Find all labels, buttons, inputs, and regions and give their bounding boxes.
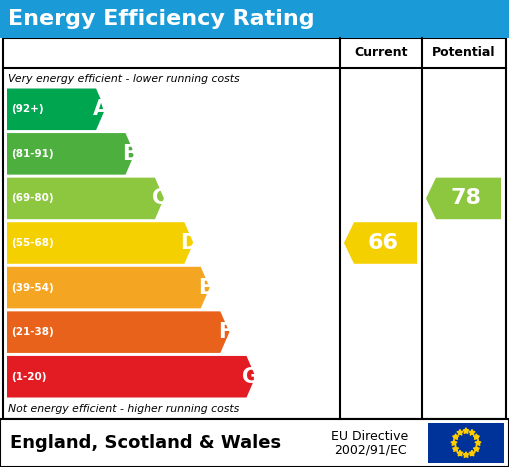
- Text: C: C: [152, 188, 167, 208]
- Polygon shape: [463, 452, 469, 458]
- Text: Potential: Potential: [432, 47, 496, 59]
- Text: England, Scotland & Wales: England, Scotland & Wales: [10, 434, 281, 452]
- Polygon shape: [7, 356, 256, 397]
- Bar: [3, 38, 506, 419]
- Polygon shape: [463, 428, 469, 433]
- Text: Very energy efficient - lower running costs: Very energy efficient - lower running co…: [8, 74, 240, 84]
- Text: (39-54): (39-54): [11, 283, 54, 292]
- Polygon shape: [344, 222, 417, 264]
- Bar: [0, 0, 509, 38]
- Text: (55-68): (55-68): [11, 238, 54, 248]
- Text: Not energy efficient - higher running costs: Not energy efficient - higher running co…: [8, 404, 239, 414]
- Text: B: B: [122, 144, 138, 164]
- Text: EU Directive: EU Directive: [331, 430, 409, 443]
- Text: 2002/91/EC: 2002/91/EC: [334, 444, 406, 457]
- Polygon shape: [453, 446, 459, 452]
- Bar: [428, 423, 504, 463]
- Polygon shape: [426, 177, 501, 219]
- Polygon shape: [475, 440, 481, 446]
- Text: (21-38): (21-38): [11, 327, 54, 337]
- Text: (69-80): (69-80): [11, 193, 53, 204]
- Polygon shape: [469, 450, 475, 456]
- Text: Current: Current: [354, 47, 408, 59]
- Text: G: G: [242, 367, 260, 387]
- Polygon shape: [7, 267, 210, 308]
- Polygon shape: [7, 133, 134, 175]
- Polygon shape: [7, 89, 105, 130]
- Text: Energy Efficiency Rating: Energy Efficiency Rating: [8, 9, 315, 29]
- Text: (92+): (92+): [11, 104, 44, 114]
- Polygon shape: [453, 434, 459, 439]
- Polygon shape: [473, 446, 479, 452]
- Text: (81-91): (81-91): [11, 149, 53, 159]
- Polygon shape: [457, 450, 463, 456]
- Polygon shape: [451, 440, 457, 446]
- Polygon shape: [473, 434, 479, 439]
- Polygon shape: [7, 222, 193, 264]
- Polygon shape: [469, 430, 475, 435]
- Text: A: A: [93, 99, 108, 119]
- Text: F: F: [218, 322, 232, 342]
- Text: E: E: [198, 277, 212, 297]
- Bar: [0, 419, 509, 467]
- Text: 78: 78: [451, 188, 482, 208]
- Polygon shape: [457, 430, 463, 435]
- Text: D: D: [180, 233, 197, 253]
- Text: 66: 66: [368, 233, 399, 253]
- Text: (1-20): (1-20): [11, 372, 46, 382]
- Polygon shape: [7, 177, 164, 219]
- Polygon shape: [7, 311, 230, 353]
